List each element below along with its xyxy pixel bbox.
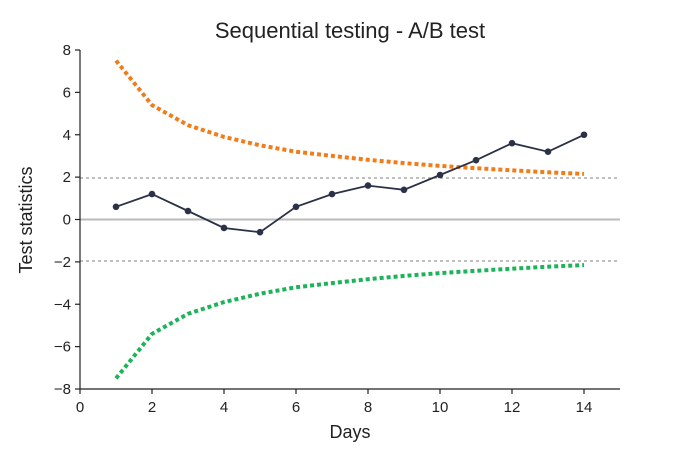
x-tick-label: 6 <box>292 399 300 416</box>
data-point <box>184 207 192 215</box>
data-point <box>220 224 228 232</box>
series-line <box>114 263 585 380</box>
y-tick-label: 0 <box>63 212 71 229</box>
y-tick-label: −4 <box>54 296 71 313</box>
data-point <box>256 228 264 236</box>
reference-lines <box>80 177 620 262</box>
data-point <box>472 156 480 164</box>
data-point <box>112 203 120 211</box>
y-tick-label: −8 <box>54 381 71 398</box>
x-tick-label: 0 <box>76 399 84 416</box>
data-point <box>328 190 336 198</box>
data-point <box>148 190 156 198</box>
chart-title: Sequential testing - A/B test <box>215 18 485 43</box>
x-tick-label: 10 <box>432 399 449 416</box>
x-tick-label: 14 <box>576 399 593 416</box>
series-layer <box>112 59 588 380</box>
y-tick-label: 4 <box>63 127 71 144</box>
data-point <box>292 203 300 211</box>
axes: −8 −6 −4 −2 0 2 4 6 8 0 2 4 6 8 10 12 14 <box>54 42 620 416</box>
y-tick-label: 2 <box>63 169 71 186</box>
x-tick-label: 2 <box>148 399 156 416</box>
y-tick-label: 6 <box>63 84 71 101</box>
x-axis-title: Days <box>329 422 370 442</box>
x-tick-label: 4 <box>220 399 228 416</box>
x-tick-label: 8 <box>364 399 372 416</box>
data-point <box>436 171 444 179</box>
series-line <box>115 133 585 234</box>
x-tick-label: 12 <box>504 399 521 416</box>
data-point <box>400 186 408 194</box>
series-line <box>114 59 585 176</box>
y-tick-label: −2 <box>54 254 71 271</box>
y-tick-label: −6 <box>54 339 71 356</box>
y-axis-title: Test statistics <box>16 166 36 273</box>
data-point <box>580 131 588 139</box>
data-point <box>544 148 552 155</box>
data-point <box>508 139 516 147</box>
y-tick-label: 8 <box>63 42 71 59</box>
data-point <box>364 182 372 189</box>
